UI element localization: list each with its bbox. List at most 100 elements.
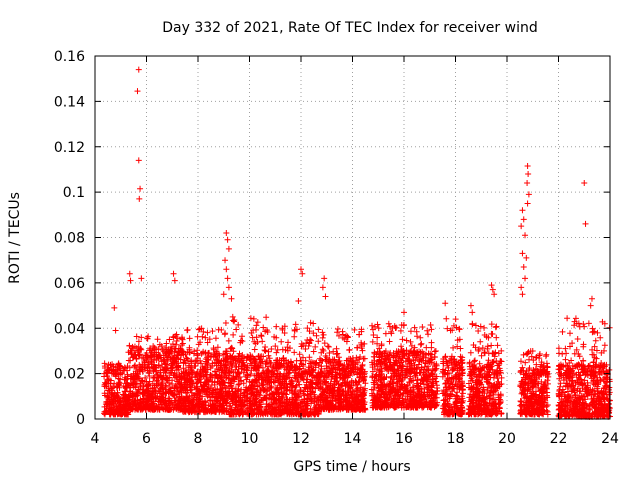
data-point	[267, 391, 274, 398]
data-point	[402, 387, 409, 394]
data-point	[390, 376, 397, 383]
data-point	[269, 364, 276, 371]
data-point	[238, 386, 245, 393]
data-point	[215, 391, 222, 398]
data-point	[297, 373, 304, 380]
data-point	[194, 385, 201, 392]
data-point	[302, 403, 309, 410]
data-point	[201, 405, 208, 412]
data-point	[299, 361, 306, 368]
data-point	[386, 394, 393, 401]
data-point	[222, 388, 229, 395]
data-point	[106, 410, 113, 417]
data-point	[104, 405, 111, 412]
data-point	[371, 384, 378, 391]
data-point	[156, 390, 163, 397]
data-point	[146, 378, 153, 385]
data-point	[387, 383, 394, 390]
data-point	[112, 371, 119, 378]
data-point	[122, 388, 129, 395]
data-point	[166, 387, 173, 394]
data-point	[426, 400, 433, 407]
data-point	[284, 367, 291, 374]
data-point	[131, 362, 138, 369]
data-point	[417, 380, 424, 387]
data-point	[148, 359, 155, 366]
data-point	[455, 405, 462, 412]
data-point	[141, 390, 148, 397]
data-point	[191, 394, 198, 401]
data-point	[205, 384, 212, 391]
data-point	[412, 370, 419, 377]
data-point	[103, 370, 110, 377]
data-point	[247, 400, 254, 407]
data-point	[144, 397, 151, 404]
data-point	[411, 369, 418, 376]
data-point	[144, 388, 151, 395]
data-point	[123, 367, 130, 374]
data-point	[357, 384, 364, 391]
data-point	[376, 387, 383, 394]
data-point	[152, 345, 159, 352]
data-point	[240, 355, 247, 362]
data-point	[168, 365, 175, 372]
data-point	[133, 389, 140, 396]
data-point	[395, 387, 402, 394]
data-point	[204, 393, 211, 400]
data-point	[342, 379, 349, 386]
data-point	[353, 379, 360, 386]
data-point	[308, 379, 315, 386]
data-point	[426, 382, 433, 389]
data-point	[114, 363, 121, 370]
data-point	[273, 365, 280, 372]
data-point	[296, 394, 303, 401]
data-point	[129, 405, 136, 412]
data-point	[303, 410, 309, 417]
data-point	[297, 399, 304, 406]
data-point	[105, 387, 112, 394]
data-point	[163, 390, 170, 397]
data-point	[181, 357, 188, 364]
data-point	[229, 398, 236, 405]
data-point	[184, 407, 191, 414]
data-point	[290, 382, 297, 389]
data-point	[319, 370, 326, 377]
data-point	[476, 360, 483, 367]
data-point	[349, 395, 356, 402]
data-point	[259, 364, 266, 371]
data-point	[248, 390, 255, 397]
data-point	[391, 395, 398, 402]
data-point	[361, 406, 368, 413]
data-point	[199, 383, 206, 390]
data-point	[156, 405, 163, 412]
data-point	[360, 391, 367, 398]
data-point	[320, 378, 327, 385]
data-point	[111, 368, 118, 375]
data-point	[252, 396, 259, 403]
data-point	[386, 388, 393, 395]
data-point	[409, 384, 416, 391]
data-point	[134, 399, 141, 406]
data-point	[226, 365, 233, 372]
data-point	[416, 388, 423, 395]
data-point	[333, 379, 340, 386]
data-point	[410, 356, 417, 363]
data-point	[288, 411, 295, 418]
data-point	[232, 385, 239, 392]
data-point	[147, 396, 154, 403]
data-point	[355, 394, 362, 401]
data-point	[404, 382, 411, 389]
data-point	[117, 369, 124, 376]
data-point	[393, 401, 400, 408]
data-point	[346, 382, 353, 389]
data-point	[230, 395, 237, 402]
data-point	[125, 411, 132, 418]
data-point	[261, 387, 268, 394]
data-point	[276, 409, 283, 416]
data-point	[399, 376, 406, 383]
data-point	[243, 406, 250, 413]
data-point	[166, 402, 173, 409]
data-point	[409, 365, 416, 372]
data-point	[455, 408, 462, 415]
data-point	[213, 408, 220, 415]
